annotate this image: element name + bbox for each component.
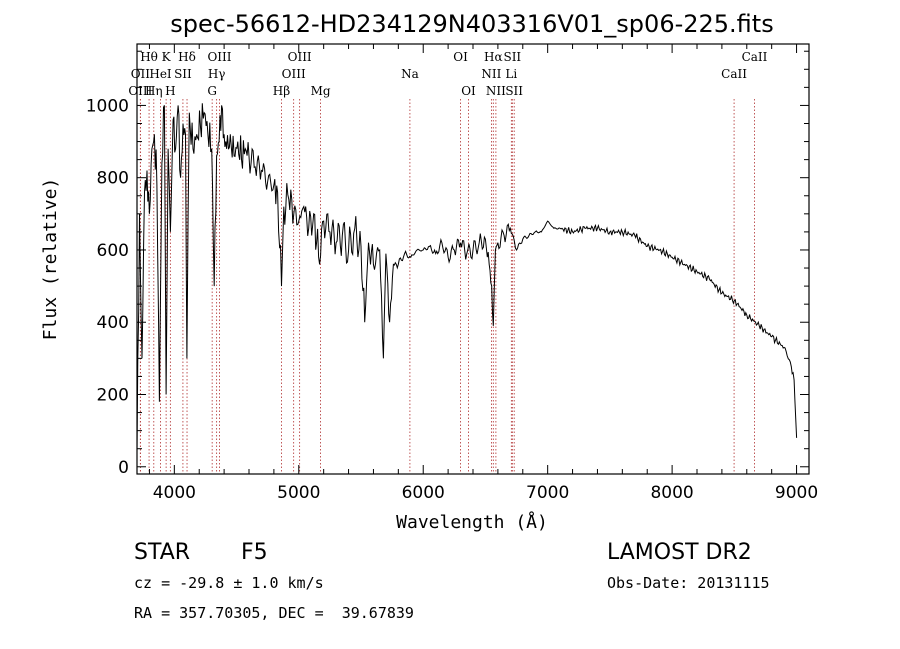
line-marker-label: Hη (145, 84, 163, 98)
line-markers: Hθ OII OIII K HeI Hη SII H Hδ OIII Hγ G OIII OIII Hβ Mg… (128, 50, 768, 474)
y-tick-label: 1000 (86, 96, 129, 116)
plot-frame (136, 43, 810, 475)
x-tick-label: 9000 (775, 483, 818, 503)
spectral-subclass: F5 (241, 540, 268, 565)
y-axis-label: Flux (relative) (40, 178, 61, 341)
line-marker-label: OIII (282, 67, 306, 81)
line-marker-label: OIII (288, 50, 312, 64)
object-type: STAR (134, 540, 191, 565)
line-marker-label: SII (505, 84, 523, 98)
line-marker-label: NII (481, 67, 501, 81)
line-marker-label: NII (486, 84, 506, 98)
x-tick-label: 8000 (650, 483, 693, 503)
line-marker-label: Na (401, 67, 419, 81)
line-marker-label: Mg (311, 84, 331, 98)
line-marker-label: CaII (742, 50, 768, 64)
line-marker-label: Hγ (208, 67, 226, 81)
x-tick-label: 5000 (277, 483, 320, 503)
line-marker-label: OI (461, 84, 476, 98)
spectrum-line (136, 103, 798, 453)
x-tick-label: 4000 (153, 483, 196, 503)
line-marker-label: OIII (128, 84, 152, 98)
survey-name: LAMOST DR2 (607, 540, 752, 565)
line-marker-label: OII (131, 67, 151, 81)
line-marker-label: Hθ (140, 50, 158, 64)
series-group (136, 103, 798, 453)
line-marker-label: SII (503, 50, 521, 64)
line-marker-label: CaII (721, 67, 747, 81)
x-axis-label: Wavelength (Å) (396, 511, 548, 533)
line-marker-label: OI (453, 50, 468, 64)
line-marker-label: K (162, 50, 172, 64)
line-marker-label: G (207, 84, 217, 98)
x-axis: 4000 5000 6000 7000 8000 9000 (148, 44, 818, 503)
chart-title: spec-56612-HD234129N403316V01_sp06-225.f… (170, 10, 773, 38)
y-tick-label: 800 (97, 169, 129, 189)
y-tick-label: 600 (97, 241, 129, 261)
y-tick-label: 200 (97, 386, 129, 406)
y-axis: 0 200 400 600 800 1000 (86, 50, 809, 478)
redshift-velocity: cz = -29.8 ± 1.0 km/s (134, 574, 324, 592)
line-marker-label: Hβ (273, 84, 290, 98)
line-marker-label: OIII (207, 50, 231, 64)
line-marker-label: HeI (149, 67, 172, 81)
line-marker-label: Li (505, 67, 517, 81)
line-marker-label: Hδ (178, 50, 196, 64)
y-tick-label: 0 (118, 458, 129, 478)
x-tick-label: 7000 (526, 483, 569, 503)
line-marker-label: Hα (484, 50, 503, 64)
observation-date: Obs-Date: 20131115 (607, 574, 770, 592)
line-marker-label: SII (174, 67, 192, 81)
y-tick-label: 400 (97, 313, 129, 333)
ra-dec-coordinates: RA = 357.70305, DEC = 39.67839 (134, 604, 414, 622)
line-marker-label: H (165, 84, 175, 98)
x-tick-label: 6000 (402, 483, 445, 503)
